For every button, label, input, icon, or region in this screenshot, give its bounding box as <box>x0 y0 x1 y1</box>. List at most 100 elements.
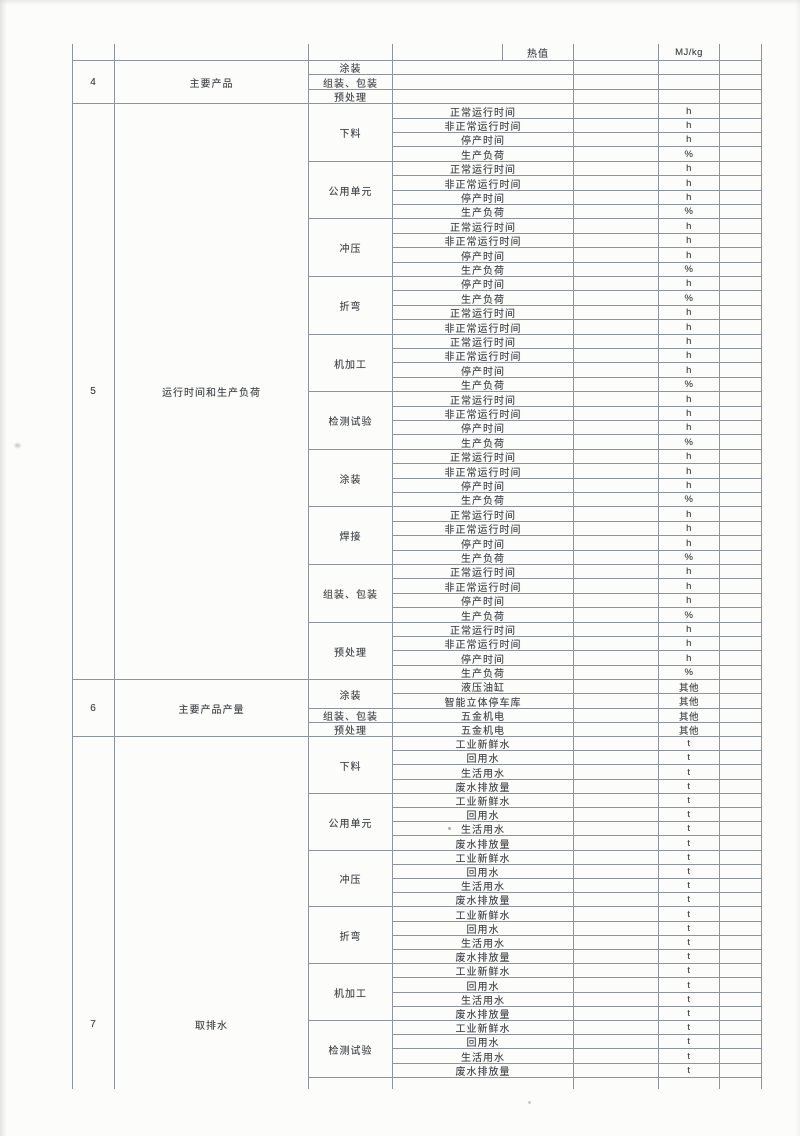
section-number-cell: 7 <box>72 736 115 1089</box>
value-cell <box>573 377 659 392</box>
process-cell: 下料 <box>308 736 393 794</box>
spare-cell <box>719 935 762 950</box>
process-cell: 预处理 <box>308 89 393 104</box>
spare-cell <box>719 449 762 464</box>
spare-cell <box>719 218 762 234</box>
value-cell <box>573 977 659 993</box>
item-cell: 停产时间 <box>392 247 574 263</box>
value-cell <box>573 722 659 737</box>
item-cell: 废水排放量 <box>392 892 574 907</box>
unit-cell: h <box>658 233 720 248</box>
partial-value-cell <box>573 1077 659 1089</box>
item-cell: 停产时间 <box>392 276 574 291</box>
item-cell: 回用水 <box>392 864 574 879</box>
spare-cell <box>719 175 762 191</box>
process-cell: 组装、包装 <box>308 708 393 723</box>
scan-edge-shadow <box>0 0 7 1136</box>
unit-cell: % <box>658 607 720 623</box>
header-unit-cell: MJ/kg <box>658 44 720 61</box>
process-cell: 公用单元 <box>308 793 393 851</box>
unit-cell: t <box>658 1006 720 1021</box>
unit-cell <box>658 89 720 104</box>
item-cell: 生活用水 <box>392 1048 574 1064</box>
unit-cell: h <box>658 348 720 363</box>
value-cell <box>573 506 659 522</box>
item-cell: 非正常运行时间 <box>392 233 574 248</box>
unit-cell: h <box>658 161 720 176</box>
item-cell: 生产负荷 <box>392 377 574 392</box>
item-cell: 五金机电 <box>392 722 574 737</box>
item-cell: 非正常运行时间 <box>392 175 574 191</box>
unit-cell: t <box>658 736 720 751</box>
spare-cell <box>719 146 762 162</box>
unit-cell: h <box>658 190 720 205</box>
item-cell <box>392 60 574 75</box>
value-cell <box>573 921 659 936</box>
unit-cell: h <box>658 247 720 263</box>
unit-cell: t <box>658 878 720 893</box>
partial-process-cell <box>308 1077 393 1089</box>
value-cell <box>573 963 659 978</box>
item-cell: 回用水 <box>392 921 574 936</box>
unit-cell: h <box>658 593 720 608</box>
spare-cell <box>719 779 762 794</box>
process-cell: 焊接 <box>308 506 393 565</box>
spare-cell <box>719 708 762 723</box>
item-cell: 生产负荷 <box>392 550 574 565</box>
spare-cell <box>719 521 762 536</box>
spare-cell <box>719 1020 762 1035</box>
item-cell: 停产时间 <box>392 362 574 378</box>
value-cell <box>573 74 659 90</box>
value-cell <box>573 764 659 780</box>
unit-cell: t <box>658 949 720 964</box>
unit-cell: h <box>658 391 720 407</box>
spare-cell <box>719 161 762 176</box>
item-cell: 生活用水 <box>392 992 574 1007</box>
partial-item-cell <box>392 1077 574 1089</box>
spare-cell <box>719 377 762 392</box>
value-cell <box>573 550 659 565</box>
unit-cell: t <box>658 864 720 879</box>
value-cell <box>573 878 659 893</box>
unit-cell: h <box>658 535 720 551</box>
item-cell: 生产负荷 <box>392 204 574 219</box>
spare-cell <box>719 693 762 709</box>
item-cell: 正常运行时间 <box>392 334 574 349</box>
item-cell: 停产时间 <box>392 132 574 147</box>
item-cell: 非正常运行时间 <box>392 118 574 133</box>
unit-cell: h <box>658 334 720 349</box>
unit-cell: t <box>658 906 720 922</box>
value-cell <box>573 935 659 950</box>
unit-cell: h <box>658 420 720 435</box>
spare-cell <box>719 463 762 479</box>
unit-cell: t <box>658 807 720 822</box>
value-cell <box>573 578 659 594</box>
item-cell: 非正常运行时间 <box>392 406 574 421</box>
unit-cell: h <box>658 175 720 191</box>
value-cell <box>573 118 659 133</box>
spare-cell <box>719 906 762 922</box>
section-number-cell: 6 <box>72 679 115 737</box>
spare-cell <box>719 132 762 147</box>
item-cell: 停产时间 <box>392 478 574 493</box>
item-cell: 生产负荷 <box>392 665 574 680</box>
process-cell: 预处理 <box>308 622 393 680</box>
spare-cell <box>719 506 762 522</box>
value-cell <box>573 892 659 907</box>
process-cell: 检测试验 <box>308 391 393 450</box>
item-cell: 液压油缸 <box>392 679 574 694</box>
value-cell <box>573 420 659 435</box>
unit-cell: % <box>658 377 720 392</box>
spare-cell <box>719 578 762 594</box>
unit-cell: h <box>658 622 720 637</box>
value-cell <box>573 779 659 794</box>
unit-cell: t <box>658 977 720 993</box>
item-cell: 非正常运行时间 <box>392 463 574 479</box>
value-cell <box>573 305 659 320</box>
value-cell <box>573 636 659 651</box>
process-cell: 检测试验 <box>308 1020 393 1078</box>
item-cell: 非正常运行时间 <box>392 521 574 536</box>
value-cell <box>573 449 659 464</box>
value-cell <box>573 276 659 291</box>
value-cell <box>573 262 659 277</box>
